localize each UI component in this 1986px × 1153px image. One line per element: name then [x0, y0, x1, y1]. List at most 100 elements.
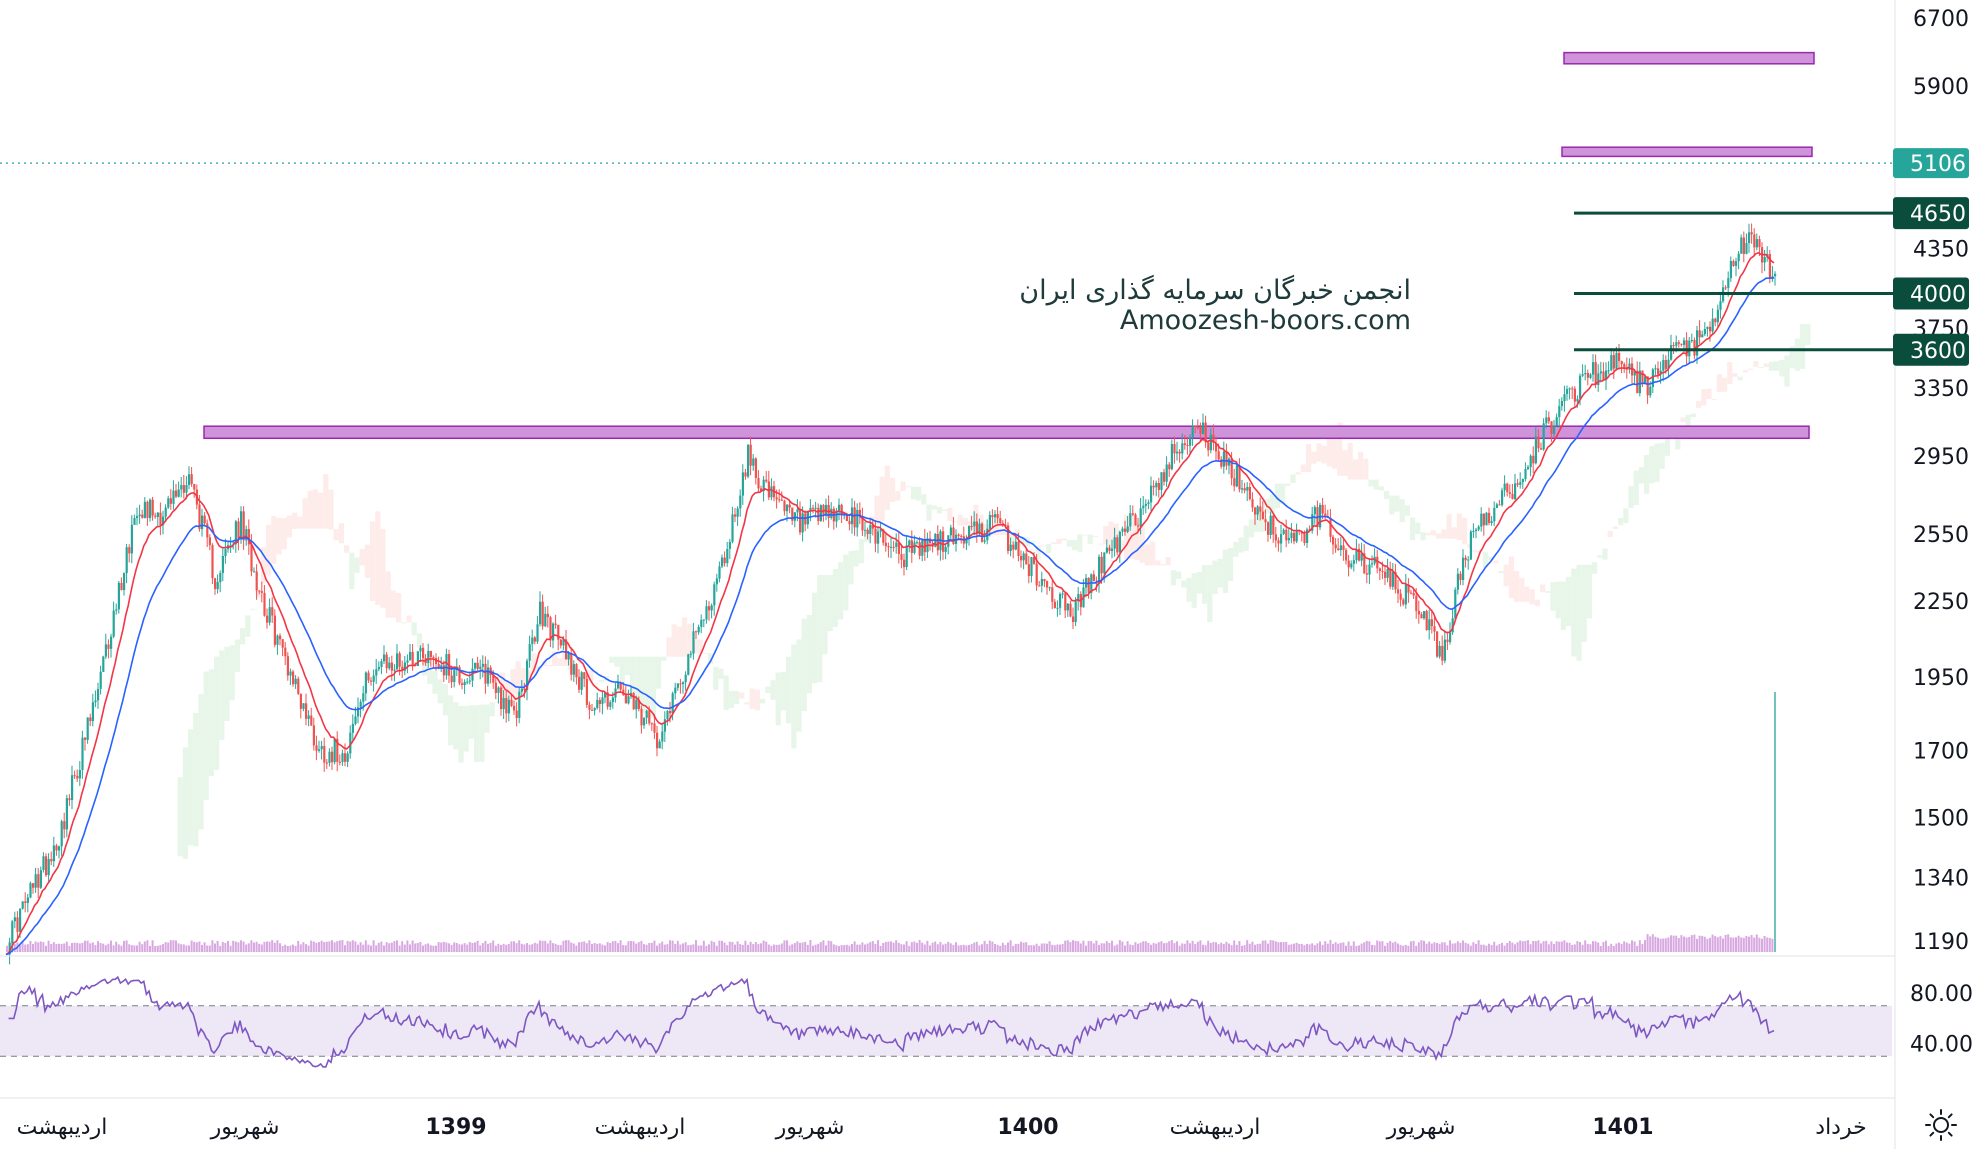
candle	[645, 709, 648, 724]
candle-body	[24, 901, 27, 903]
volume-bar	[484, 940, 487, 952]
candle-body	[1537, 436, 1540, 449]
candle	[874, 520, 877, 553]
candle-body	[983, 540, 986, 542]
time-tick-label: خرداد	[1815, 1115, 1866, 1140]
volume-bar	[614, 940, 617, 952]
candle-body	[1238, 465, 1241, 490]
volume-bar	[565, 940, 567, 952]
volume-bar	[76, 942, 79, 952]
candle	[1711, 308, 1714, 334]
candle	[981, 522, 984, 543]
sun-icon[interactable]	[1924, 1108, 1958, 1142]
candle-body	[110, 636, 113, 649]
candle-body	[1521, 479, 1524, 483]
candle-body	[991, 515, 994, 518]
volume-bar	[370, 945, 372, 952]
candle	[1571, 386, 1574, 399]
volume-bar	[1724, 934, 1727, 952]
candle-body	[190, 474, 193, 484]
candle	[214, 577, 217, 595]
volume-bar	[55, 944, 58, 952]
candle-body	[1644, 376, 1647, 384]
candle-body	[1225, 451, 1228, 466]
cloud-segment	[1472, 550, 1478, 553]
volume-bar	[419, 941, 422, 952]
candle-body	[1584, 373, 1587, 375]
volume-bar	[671, 940, 674, 952]
candle-body	[1550, 421, 1553, 434]
candle-body	[1256, 506, 1259, 515]
volume-bar	[1475, 944, 1477, 952]
volume-bar	[346, 940, 349, 952]
candle-body	[141, 514, 144, 518]
cloud-segment	[500, 672, 506, 702]
volume-bar	[1508, 941, 1511, 952]
candle-body	[349, 732, 352, 754]
volume-bar	[253, 942, 255, 952]
candle-body	[1352, 560, 1355, 564]
candle-body	[45, 856, 48, 876]
volume-bar	[674, 943, 677, 952]
candle-body	[1290, 532, 1293, 538]
volume-bar	[1722, 938, 1724, 952]
candle	[1014, 536, 1017, 551]
candle-body	[445, 654, 448, 676]
cloud-segment	[1659, 442, 1665, 469]
volume-bar	[130, 945, 133, 952]
cloud-segment	[1633, 470, 1639, 505]
candle-body	[1514, 483, 1517, 499]
volume-bar	[994, 944, 996, 952]
volume-bar	[541, 940, 544, 952]
volume-bar	[422, 945, 424, 952]
cloud-segment	[1009, 535, 1015, 544]
candle-body	[130, 524, 133, 554]
candle	[1368, 559, 1371, 585]
candle-body	[1633, 370, 1636, 376]
candle-body	[370, 680, 373, 682]
volume-bar	[1079, 943, 1082, 952]
volume-bar	[242, 941, 245, 952]
volume-bar	[1350, 945, 1353, 952]
volume-bar	[617, 943, 619, 952]
volume-bar	[315, 942, 318, 952]
candle	[536, 616, 539, 644]
candle	[1238, 458, 1241, 493]
candle-body	[606, 692, 609, 707]
candle	[1618, 344, 1621, 368]
candle-body	[1753, 234, 1756, 248]
candle	[1233, 468, 1236, 492]
cloud-segment	[1664, 430, 1670, 456]
rsi-panel	[0, 955, 1895, 1099]
candle-body	[1389, 569, 1392, 587]
candle-body	[1423, 611, 1426, 619]
candle-body	[52, 845, 55, 862]
volume-bar	[1542, 941, 1545, 952]
volume-bar	[960, 945, 963, 952]
candle-body	[1371, 563, 1374, 565]
candle-body	[1553, 425, 1556, 434]
candle-body	[819, 505, 822, 522]
volume-bar	[684, 942, 687, 952]
candle	[744, 468, 747, 480]
candle	[172, 480, 175, 510]
volume-bar	[1768, 937, 1771, 952]
candle-body	[830, 508, 833, 518]
cloud-segment	[598, 679, 604, 682]
candle-body	[1066, 603, 1069, 611]
candle-body	[362, 693, 365, 702]
candle-body	[918, 542, 921, 556]
cloud-segment	[349, 552, 355, 590]
candle-body	[663, 719, 666, 732]
cloud-segment	[1774, 361, 1780, 371]
candle	[897, 532, 900, 564]
candle-body	[507, 699, 510, 714]
candle-body	[331, 751, 334, 763]
candle-body	[957, 534, 960, 536]
volume-bar	[710, 940, 713, 952]
volume-bar	[377, 942, 380, 952]
candle	[762, 476, 765, 502]
volume-bar	[624, 945, 627, 952]
